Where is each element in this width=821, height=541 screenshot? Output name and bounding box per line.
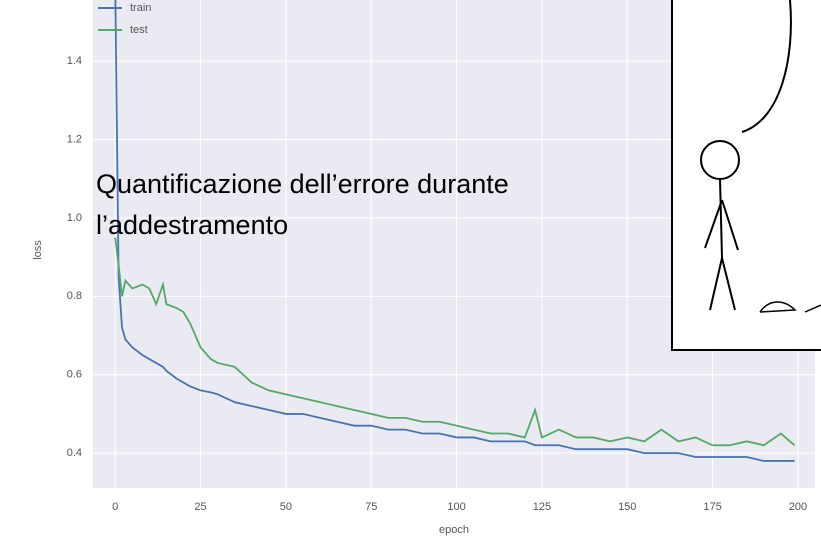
y-tick-label: 1.4: [67, 55, 82, 67]
legend-label: train: [130, 2, 151, 14]
x-tick-label: 125: [533, 501, 551, 513]
x-tick-label: 50: [280, 501, 292, 513]
series-line: [114, 237, 796, 447]
comic: [671, 0, 821, 351]
annotation: Quantificazione dell’errore durante: [96, 169, 509, 199]
x-tick-label: 150: [618, 501, 636, 513]
annotation: l’addestramento: [96, 210, 288, 240]
y-tick-label: 0.8: [67, 290, 82, 302]
legend-label: test: [130, 24, 148, 36]
series-line: [114, 0, 795, 462]
y-tick-label: 0.4: [67, 447, 82, 459]
x-axis-label: epoch: [439, 524, 469, 536]
x-tick-label: 0: [112, 501, 118, 513]
y-tick-label: 1.2: [67, 133, 82, 145]
y-axis-label: loss: [32, 240, 44, 260]
x-tick-label: 175: [703, 501, 721, 513]
y-tick-label: 0.6: [67, 369, 82, 381]
y-tick-label: 1.0: [67, 212, 82, 224]
x-tick-label: 25: [194, 501, 206, 513]
x-tick-label: 100: [447, 501, 465, 513]
x-tick-label: 200: [789, 501, 807, 513]
x-tick-label: 75: [365, 501, 377, 513]
